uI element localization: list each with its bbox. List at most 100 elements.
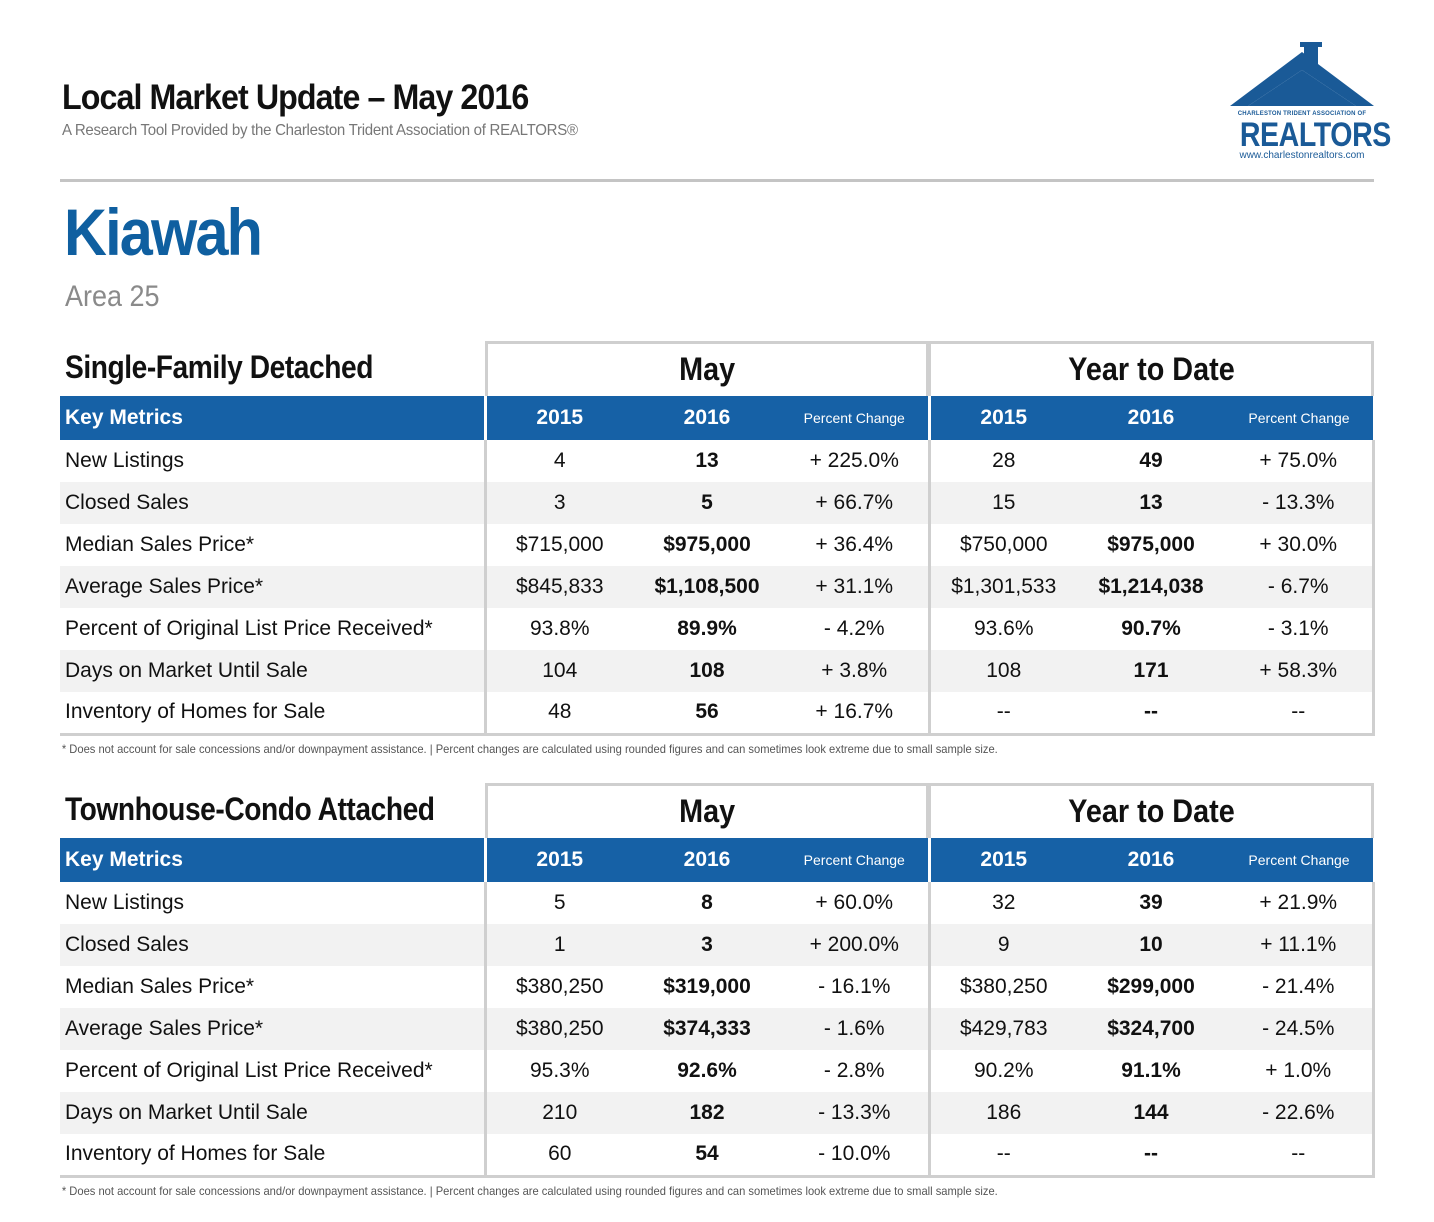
cell-ytd-2015: 186	[927, 1092, 1077, 1134]
cell-metric-name: Average Sales Price*	[65, 575, 264, 598]
metrics-table: Key Metrics 2015 2016 Percent Change 201…	[60, 396, 1375, 736]
group-header-month: May	[485, 341, 929, 396]
logo-name: REALTORS	[1239, 116, 1392, 154]
col-header-percent-change: Percent Change	[1248, 410, 1350, 426]
cell-ytd-percent-change: --	[1225, 1134, 1375, 1178]
col-header-metrics: Key Metrics	[65, 848, 183, 871]
cell-may-2016: 108	[689, 659, 725, 682]
cell-may-2016: $1,108,500	[654, 575, 760, 598]
cell-ytd-2016: $324,700	[1107, 1017, 1195, 1040]
table-header-row: Key Metrics 2015 2016 Percent Change 201…	[60, 838, 1373, 882]
table-row: Closed Sales 3 5 + 66.7% 15 13 - 13.3%	[60, 482, 1375, 524]
group-label-month: May	[678, 793, 736, 829]
col-header-2016: 2016	[683, 848, 731, 871]
cell-ytd-percent-change: - 22.6%	[1225, 1092, 1375, 1134]
cell-ytd-2015: $1,301,533	[927, 566, 1077, 608]
cell-may-2015: 60	[483, 1134, 633, 1178]
col-header-percent-change: Percent Change	[803, 852, 905, 868]
cell-ytd-percent-change: + 58.3%	[1225, 650, 1375, 692]
page-title: Local Market Update – May 2016	[62, 78, 529, 117]
cell-ytd-percent-change: - 13.3%	[1225, 482, 1375, 524]
cell-ytd-2015: --	[927, 692, 1077, 736]
cell-ytd-2015: 93.6%	[927, 608, 1077, 650]
cell-may-percent-change: + 31.1%	[815, 575, 894, 598]
group-label-ytd: Year to Date	[1067, 793, 1235, 829]
col-header-metrics: Key Metrics	[65, 406, 183, 429]
cell-may-2016: $975,000	[663, 533, 751, 556]
col-header-2016: 2016	[1127, 848, 1175, 871]
table-row: Inventory of Homes for Sale 48 56 + 16.7% --…	[60, 692, 1375, 736]
cell-may-2015: $845,833	[483, 566, 633, 608]
table-body: New Listings 5 8 + 60.0% 32 39 + 21.9% Closed S…	[60, 882, 1375, 1178]
cell-may-2015: 95.3%	[483, 1050, 633, 1092]
col-header-2015: 2015	[483, 838, 633, 882]
table-body: New Listings 4 13 + 225.0% 28 49 + 75.0% Closed…	[60, 440, 1375, 736]
col-header-2015: 2015	[927, 396, 1077, 440]
cell-metric-name: Days on Market Until Sale	[65, 659, 308, 682]
realtors-logo: CHARLESTON TRIDENT ASSOCIATION OF REALTO…	[1228, 42, 1392, 164]
cell-may-percent-change: + 200.0%	[809, 933, 899, 956]
cell-ytd-2015: 108	[927, 650, 1077, 692]
cell-may-percent-change: - 16.1%	[818, 975, 891, 998]
cell-metric-name: Inventory of Homes for Sale	[60, 692, 485, 736]
cell-ytd-2016: 49	[1139, 449, 1163, 472]
cell-may-percent-change: + 225.0%	[809, 449, 899, 472]
cell-metric-name: Median Sales Price*	[65, 533, 255, 556]
cell-ytd-percent-change: + 75.0%	[1225, 440, 1375, 482]
header-divider	[60, 179, 1374, 182]
cell-ytd-percent-change: --	[1225, 692, 1375, 736]
cell-ytd-percent-change: - 24.5%	[1225, 1008, 1375, 1050]
cell-metric-name: Percent of Original List Price Received*	[65, 617, 433, 640]
cell-may-percent-change: - 4.2%	[823, 617, 885, 640]
table-row: Days on Market Until Sale 104 108 + 3.8% 108…	[60, 650, 1375, 692]
cell-ytd-2015: 90.2%	[927, 1050, 1077, 1092]
footnote: * Does not account for sale concessions …	[61, 1183, 998, 1198]
table-row: Days on Market Until Sale 210 182 - 13.3% 18…	[60, 1092, 1375, 1134]
col-header-2016: 2016	[1127, 406, 1175, 429]
table-header-row: Key Metrics 2015 2016 Percent Change 201…	[60, 396, 1373, 440]
cell-may-2015: 104	[483, 650, 633, 692]
table-row: New Listings 5 8 + 60.0% 32 39 + 21.9%	[60, 882, 1375, 924]
cell-ytd-2015: 15	[927, 482, 1077, 524]
cell-ytd-2015: 9	[927, 924, 1077, 966]
area-number: Area 25	[65, 280, 160, 313]
cell-may-percent-change: + 60.0%	[815, 891, 894, 914]
cell-may-percent-change: - 2.8%	[823, 1059, 885, 1082]
group-header-month: May	[485, 783, 929, 838]
logo-url[interactable]: www.charlestonrealtors.com	[1239, 150, 1365, 161]
cell-ytd-2015: $429,783	[927, 1008, 1077, 1050]
cell-metric-name: Percent of Original List Price Received*	[65, 1059, 433, 1082]
cell-may-2016: $319,000	[663, 975, 751, 998]
cell-ytd-2016: 144	[1133, 1101, 1169, 1124]
col-header-2015: 2015	[927, 838, 1077, 882]
section-townhouse-condo: Townhouse-Condo Attached May Year to Dat…	[60, 783, 1375, 1198]
cell-ytd-2016: $975,000	[1107, 533, 1195, 556]
cell-ytd-2016: 13	[1139, 491, 1163, 514]
cell-may-2015: 1	[483, 924, 633, 966]
cell-may-2016: 54	[633, 1134, 781, 1178]
col-header-2015: 2015	[483, 396, 633, 440]
header: Local Market Update – May 2016 A Researc…	[62, 78, 611, 140]
group-label-month: May	[678, 351, 736, 387]
cell-may-2015: 5	[483, 882, 633, 924]
cell-may-percent-change: + 36.4%	[815, 533, 894, 556]
cell-may-2016: 8	[701, 891, 713, 914]
cell-may-percent-change: - 10.0%	[781, 1134, 929, 1178]
metrics-table: Key Metrics 2015 2016 Percent Change 201…	[60, 838, 1375, 1178]
cell-ytd-2016: --	[1077, 692, 1225, 736]
table-row: Average Sales Price* $380,250 $374,333 - 1.…	[60, 1008, 1375, 1050]
cell-may-percent-change: + 3.8%	[821, 659, 888, 682]
cell-may-2015: 93.8%	[483, 608, 633, 650]
cell-may-2015: 48	[483, 692, 633, 736]
cell-metric-name: Days on Market Until Sale	[65, 1101, 308, 1124]
footnote: * Does not account for sale concessions …	[61, 741, 998, 756]
cell-ytd-2016: 10	[1139, 933, 1163, 956]
cell-ytd-percent-change: + 11.1%	[1225, 924, 1375, 966]
table-row: Percent of Original List Price Received*…	[60, 608, 1375, 650]
table-row: Average Sales Price* $845,833 $1,108,500 + …	[60, 566, 1375, 608]
cell-ytd-2016: 90.7%	[1121, 617, 1181, 640]
cell-metric-name: Median Sales Price*	[65, 975, 255, 998]
cell-may-2016: 13	[695, 449, 719, 472]
cell-may-2016: 182	[689, 1101, 725, 1124]
cell-ytd-percent-change: - 6.7%	[1225, 566, 1375, 608]
